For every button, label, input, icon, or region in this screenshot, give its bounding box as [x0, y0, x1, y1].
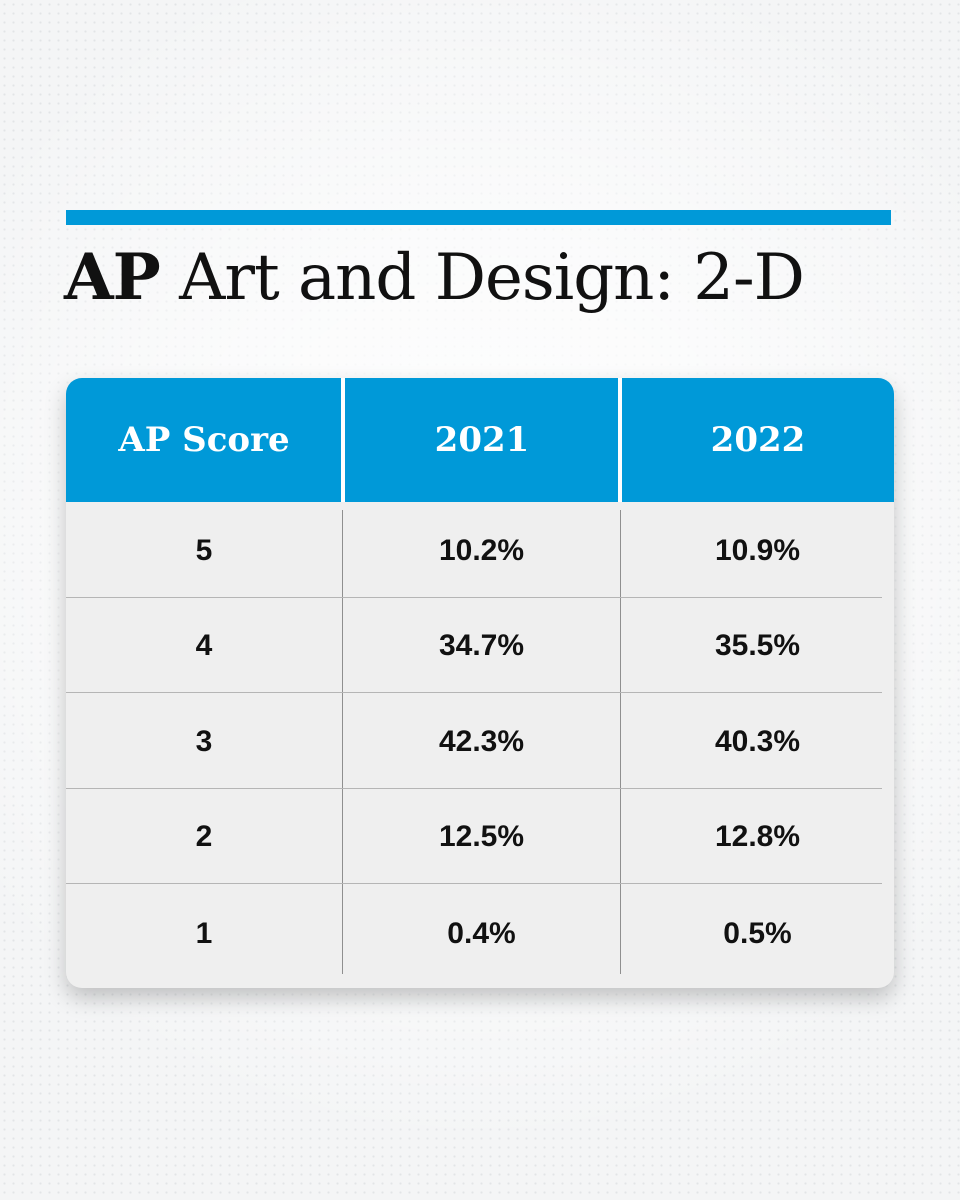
title-accent-bar	[66, 210, 891, 225]
table-row: 4 34.7% 35.5%	[66, 598, 894, 693]
percent-cell-2022: 10.9%	[714, 533, 801, 567]
header-divider	[341, 378, 345, 502]
row-divider	[66, 692, 882, 693]
percent-cell-2022: 12.8%	[714, 819, 801, 853]
score-cell: 2	[195, 819, 213, 853]
table-header-row: AP Score 2021 2022	[66, 378, 894, 502]
page-title: AP Art and Design: 2-D	[64, 228, 904, 328]
score-cell: 4	[195, 628, 213, 662]
table-row: 1 0.4% 0.5%	[66, 886, 894, 981]
percent-cell-2022: 0.5%	[723, 916, 792, 950]
score-cell: 5	[195, 533, 213, 567]
header-cell-score: AP Score	[118, 420, 290, 460]
header-cell-2022: 2022	[710, 420, 806, 460]
table-row: 2 12.5% 12.8%	[66, 789, 894, 884]
table-row: 3 42.3% 40.3%	[66, 694, 894, 789]
score-cell: 3	[195, 724, 213, 758]
row-divider	[66, 597, 882, 598]
page-title-rest: Art and Design: 2-D	[159, 241, 805, 315]
header-cell-2021: 2021	[434, 420, 530, 460]
column-divider	[620, 510, 621, 974]
percent-cell-2021: 34.7%	[438, 628, 525, 662]
header-divider	[618, 378, 622, 502]
page-title-prefix: AP	[64, 240, 161, 315]
percent-cell-2021: 12.5%	[438, 819, 525, 853]
percent-cell-2021: 42.3%	[438, 724, 525, 758]
score-cell: 1	[195, 916, 213, 950]
percent-cell-2022: 40.3%	[714, 724, 801, 758]
percent-cell-2021: 10.2%	[438, 533, 525, 567]
row-divider	[66, 883, 882, 884]
percent-cell-2021: 0.4%	[447, 916, 516, 950]
score-table: AP Score 2021 2022 5 10.2% 10.9% 4 34.7%…	[66, 378, 894, 988]
table-row: 5 10.2% 10.9%	[66, 503, 894, 598]
percent-cell-2022: 35.5%	[714, 628, 801, 662]
row-divider	[66, 788, 882, 789]
column-divider	[342, 510, 343, 974]
